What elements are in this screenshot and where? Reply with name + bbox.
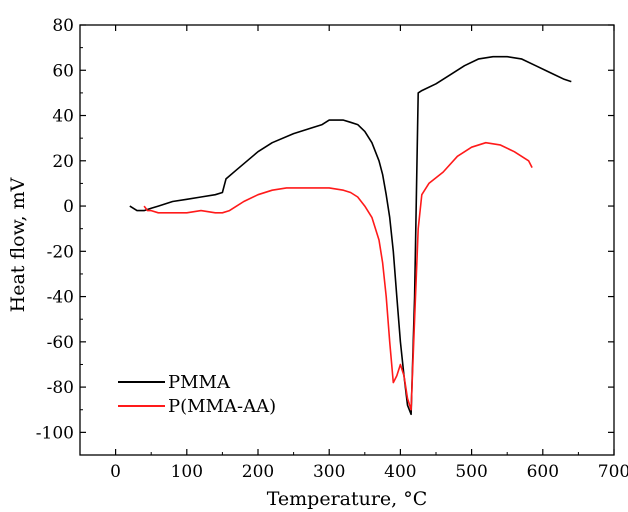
y-tick-label: 40 [52, 107, 74, 127]
x-tick-label: 300 [313, 462, 345, 482]
y-tick-label: -60 [47, 333, 74, 353]
y-tick-label: 80 [52, 16, 74, 36]
x-tick-label: 500 [455, 462, 487, 482]
y-tick-label: 60 [52, 61, 74, 81]
x-tick-label: 200 [242, 462, 274, 482]
y-tick-label: -40 [47, 288, 74, 308]
x-tick-label: 0 [110, 462, 121, 482]
plot-frame [79, 24, 615, 456]
y-tick-label: -20 [47, 242, 74, 262]
y-tick-label: 20 [52, 152, 74, 172]
series-line-pmma-aa [143, 141, 533, 411]
legend: PMMA P(MMA-AA) [118, 372, 276, 417]
y-tick-label: -100 [36, 423, 74, 443]
y-axis-label: Heat flow, mV [7, 177, 29, 312]
x-tick-label: 700 [598, 462, 628, 482]
x-tick-label: 600 [527, 462, 559, 482]
y-tick-label: -80 [47, 378, 74, 398]
ticks-layer: 0 100 200 300 400 500 600 700806040200-20-40-60… [36, 16, 628, 482]
x-tick-label: 100 [171, 462, 203, 482]
legend-label-pmma-aa: P(MMA-AA) [168, 396, 276, 417]
series-line-pmma [129, 55, 572, 416]
series-layer [129, 55, 572, 416]
x-axis-label: Temperature, °C [267, 488, 428, 510]
legend-label-pmma: PMMA [168, 372, 231, 393]
x-tick-label: 400 [384, 462, 416, 482]
y-tick-label: 0 [63, 197, 74, 217]
